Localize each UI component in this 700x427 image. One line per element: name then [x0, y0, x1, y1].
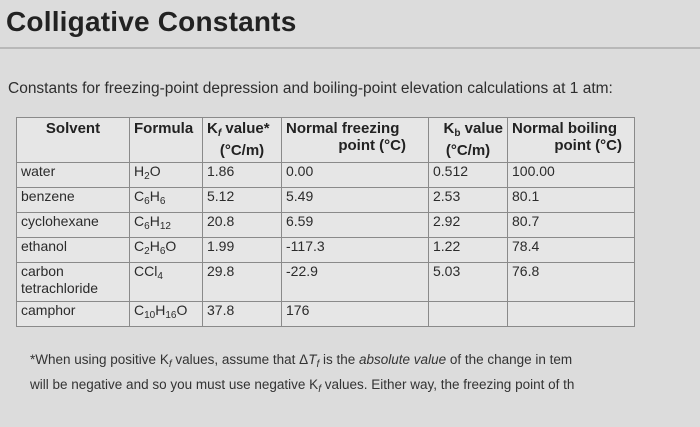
cell-kb: 1.22 [428, 237, 508, 263]
cell-formula: C2H6O [129, 237, 203, 263]
cell-kf: 20.8 [202, 212, 282, 238]
header-normal-freezing: Normal freezing point (°C) [281, 117, 429, 163]
cell-kb: 0.512 [428, 162, 508, 188]
cell-normal-freezing: 5.49 [281, 187, 429, 213]
title-divider [0, 47, 700, 49]
cell-solvent: benzene [16, 187, 130, 213]
cell-solvent: camphor [16, 301, 130, 327]
cell-solvent: ethanol [16, 237, 130, 263]
cell-kb: 2.92 [428, 212, 508, 238]
cell-normal-boiling: 80.7 [507, 212, 635, 238]
header-kb: Kb value (°C/m) [428, 117, 508, 163]
cell-normal-freezing: -22.9 [281, 262, 429, 302]
header-solvent: Solvent [16, 117, 130, 163]
footnote-line-1: *When using positive Kf values, assume t… [30, 352, 573, 370]
cell-formula: CCl4 [129, 262, 203, 302]
header-normal-boiling: Normal boiling point (°C) [507, 117, 635, 163]
header-kf: Kf value* (°C/m) [202, 117, 282, 163]
table-row: ethanol C2H6O 1.99 -117.3 1.22 78.4 [16, 237, 635, 263]
cell-solvent: cyclohexane [16, 212, 130, 238]
cell-formula: H2O [129, 162, 203, 188]
header-nf-line2: point (°C) [338, 137, 406, 154]
header-nb-line1: Normal boiling [512, 120, 617, 137]
cell-solvent: carbon tetrachloride [16, 262, 130, 302]
table-row: water H2O 1.86 0.00 0.512 100.00 [16, 162, 635, 188]
footnote: *When using positive Kf values, assume t… [30, 350, 574, 400]
cell-kf: 1.99 [202, 237, 282, 263]
table-row: cyclohexane C6H12 20.8 6.59 2.92 80.7 [16, 212, 635, 238]
cell-formula: C10H16O [129, 301, 203, 327]
cell-normal-boiling: 76.8 [507, 262, 635, 302]
table-row: camphor C10H16O 37.8 176 [16, 301, 635, 327]
cell-normal-freezing: -117.3 [281, 237, 429, 263]
header-kb-line1: Kb value [443, 120, 503, 139]
cell-kb: 2.53 [428, 187, 508, 213]
page-title: Colligative Constants [6, 6, 297, 37]
header-kb-line2: (°C/m) [445, 142, 491, 159]
footnote-line-2: will be negative and so you must use neg… [30, 377, 575, 395]
cell-kf: 37.8 [202, 301, 282, 327]
cell-kb: 5.03 [428, 262, 508, 302]
header-kf-line1: Kf value* [207, 120, 270, 139]
table-caption: Constants for freezing-point depression … [8, 80, 613, 97]
table-header-row: Solvent Formula Kf value* (°C/m) Normal … [16, 117, 635, 163]
cell-normal-freezing: 6.59 [281, 212, 429, 238]
cell-normal-freezing: 176 [281, 301, 429, 327]
header-formula: Formula [129, 117, 203, 163]
header-nb-line2: point (°C) [554, 137, 622, 154]
cell-kf: 5.12 [202, 187, 282, 213]
table-body: water H2O 1.86 0.00 0.512 100.00 benzene C6H6 5.… [16, 162, 635, 327]
cell-kb [428, 301, 508, 327]
cell-solvent: water [16, 162, 130, 188]
cell-kf: 29.8 [202, 262, 282, 302]
header-nf-line1: Normal freezing [286, 120, 400, 137]
cell-normal-boiling: 100.00 [507, 162, 635, 188]
colligative-constants-table: Solvent Formula Kf value* (°C/m) Normal … [16, 117, 635, 327]
cell-formula: C6H12 [129, 212, 203, 238]
cell-normal-boiling [507, 301, 635, 327]
cell-normal-freezing: 0.00 [281, 162, 429, 188]
cell-normal-boiling: 78.4 [507, 237, 635, 263]
table-row: carbon tetrachloride CCl4 29.8 -22.9 5.03 76.8 [16, 262, 635, 302]
cell-kf: 1.86 [202, 162, 282, 188]
cell-normal-boiling: 80.1 [507, 187, 635, 213]
header-kf-line2: (°C/m) [219, 142, 265, 159]
cell-formula: C6H6 [129, 187, 203, 213]
table-row: benzene C6H6 5.12 5.49 2.53 80.1 [16, 187, 635, 213]
